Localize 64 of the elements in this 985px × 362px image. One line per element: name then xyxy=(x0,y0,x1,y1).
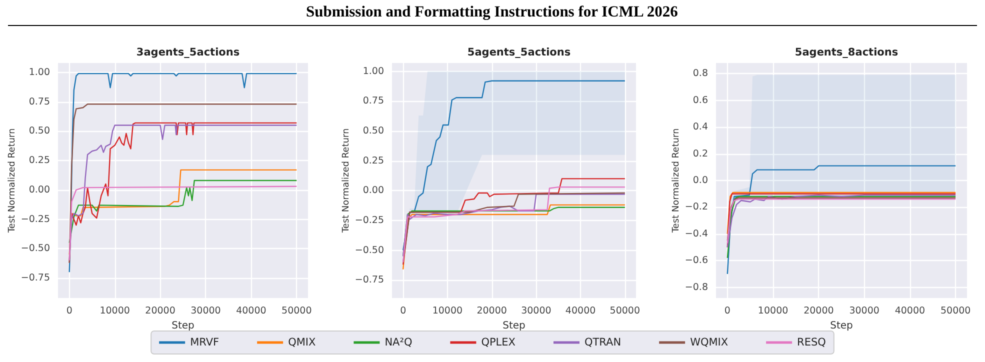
legend-label: WQMIX xyxy=(690,336,728,348)
y-tick-label: 0.75 xyxy=(362,96,384,107)
legend-label: MRVF xyxy=(190,336,220,348)
x-tick-label: 10000 xyxy=(100,306,130,316)
y-tick-label: 0.0 xyxy=(692,175,708,186)
x-tick-label: 10000 xyxy=(432,306,463,316)
x-tick-label: 10000 xyxy=(758,306,788,316)
x-tick-label: 50000 xyxy=(610,306,640,316)
y-axis-title: Test Normalized Return xyxy=(341,128,352,234)
y-tick-label: 0.6 xyxy=(692,94,708,106)
y-tick-label: 0.00 xyxy=(362,185,384,196)
y-axis-title: Test Normalized Return xyxy=(7,128,18,234)
legend-label: RESQ xyxy=(797,336,826,348)
x-tick-label: 20000 xyxy=(804,306,834,316)
y-tick-label: 0.2 xyxy=(692,148,708,160)
y-tick-label: −0.75 xyxy=(354,274,384,286)
x-tick-label: 50000 xyxy=(940,306,971,316)
y-tick-label: −0.50 xyxy=(354,244,384,256)
legend-label: QTRAN xyxy=(584,336,622,348)
x-tick-label: 30000 xyxy=(849,306,880,316)
y-tick-label: 0.25 xyxy=(28,155,50,166)
line-series xyxy=(726,165,956,275)
legend-label: NA²Q xyxy=(384,336,412,348)
x-tick-label: 40000 xyxy=(894,306,926,316)
y-tick-label: 0.75 xyxy=(28,96,50,108)
x-tick-label: 40000 xyxy=(565,306,596,316)
legend-label: QPLEX xyxy=(481,336,516,348)
x-axis-title: Step xyxy=(172,320,194,332)
y-tick-label: 0.50 xyxy=(28,126,50,137)
x-tick-label: 30000 xyxy=(190,306,221,316)
y-tick-label: 0.50 xyxy=(362,125,384,136)
y-tick-label: 0.4 xyxy=(692,122,708,133)
x-axis-title: Step xyxy=(502,320,526,332)
line-series xyxy=(68,186,298,261)
y-axis-title: Test Normalized Return xyxy=(672,128,682,234)
chart-title: 5agents_5actions xyxy=(467,46,571,58)
y-tick-label: −0.25 xyxy=(20,214,50,225)
y-tick-label: −0.75 xyxy=(20,272,50,284)
chart-title: 3agents_5actions xyxy=(136,46,240,58)
x-tick-label: 40000 xyxy=(236,306,266,316)
y-tick-label: 1.00 xyxy=(362,66,384,77)
x-tick-label: 0 xyxy=(400,306,406,316)
y-tick-label: −0.4 xyxy=(684,228,708,240)
y-tick-label: −0.50 xyxy=(20,243,50,254)
y-tick-label: 1.00 xyxy=(28,66,50,78)
line-series xyxy=(68,180,298,244)
y-tick-label: −0.6 xyxy=(684,255,708,266)
y-tick-label: −0.8 xyxy=(684,282,708,293)
x-tick-label: 20000 xyxy=(476,306,507,316)
x-tick-label: 30000 xyxy=(521,306,552,316)
y-tick-label: −0.2 xyxy=(684,202,708,213)
line-series xyxy=(726,196,956,259)
y-tick-label: −0.25 xyxy=(354,214,384,226)
legend-label: QMIX xyxy=(288,336,316,348)
y-tick-label: 0.8 xyxy=(692,68,708,80)
y-tick-label: 0.00 xyxy=(28,184,50,196)
x-tick-label: 0 xyxy=(724,306,730,316)
chart-title: 5agents_8actions xyxy=(794,46,898,58)
y-tick-label: 0.25 xyxy=(362,155,384,166)
text: Submission and Formatting Instructions for ICML 2026 xyxy=(306,4,678,20)
x-axis-title: Step xyxy=(830,320,853,332)
x-tick-label: 0 xyxy=(66,306,72,316)
x-tick-label: 50000 xyxy=(282,306,312,316)
x-tick-label: 20000 xyxy=(145,306,176,316)
